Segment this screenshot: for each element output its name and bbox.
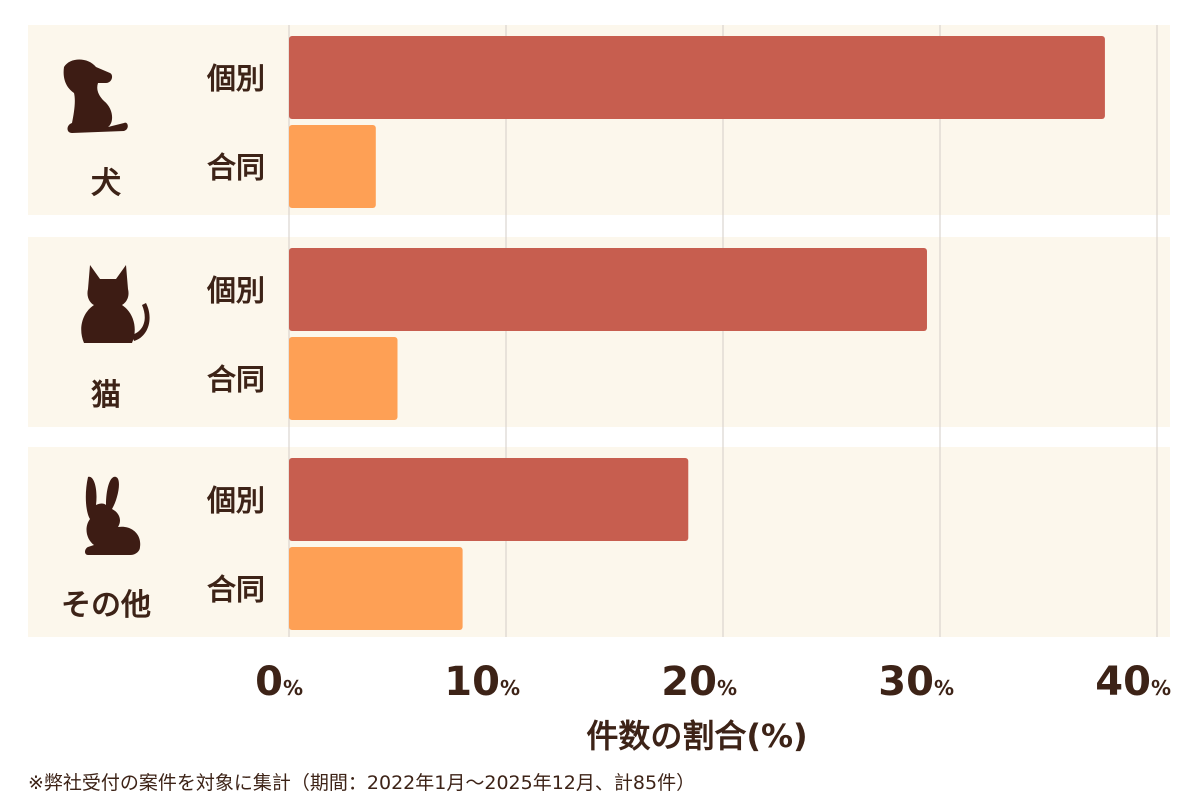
x-tick-label: 30% [878,659,954,705]
rabbit-icon [85,476,141,555]
x-tick-label: 40% [1095,659,1171,705]
bar [289,36,1105,119]
series-label: 合同 [207,151,265,185]
bar [289,458,689,541]
x-tick-label: 10% [444,659,520,705]
bar [289,337,398,420]
footnote: ※弊社受付の案件を対象に集計（期間：2022年1月～2025年12月、計85件） [28,772,696,794]
group-label: 猫 [91,378,121,413]
cat-icon [81,265,150,343]
series-label: 個別 [206,484,265,518]
bar [289,248,927,331]
series-label: 合同 [207,573,265,607]
dog-icon [63,59,128,133]
bar [289,125,376,208]
bar [289,547,463,630]
x-tick-label: 20% [661,659,737,705]
x-axis-title: 件数の割合(%) [586,717,807,755]
series-label: 合同 [207,363,265,397]
series-label: 個別 [206,274,265,308]
group-label: その他 [61,588,151,623]
group-label: 犬 [91,166,121,201]
series-label: 個別 [206,62,265,96]
x-tick-label: 0% [255,659,303,705]
